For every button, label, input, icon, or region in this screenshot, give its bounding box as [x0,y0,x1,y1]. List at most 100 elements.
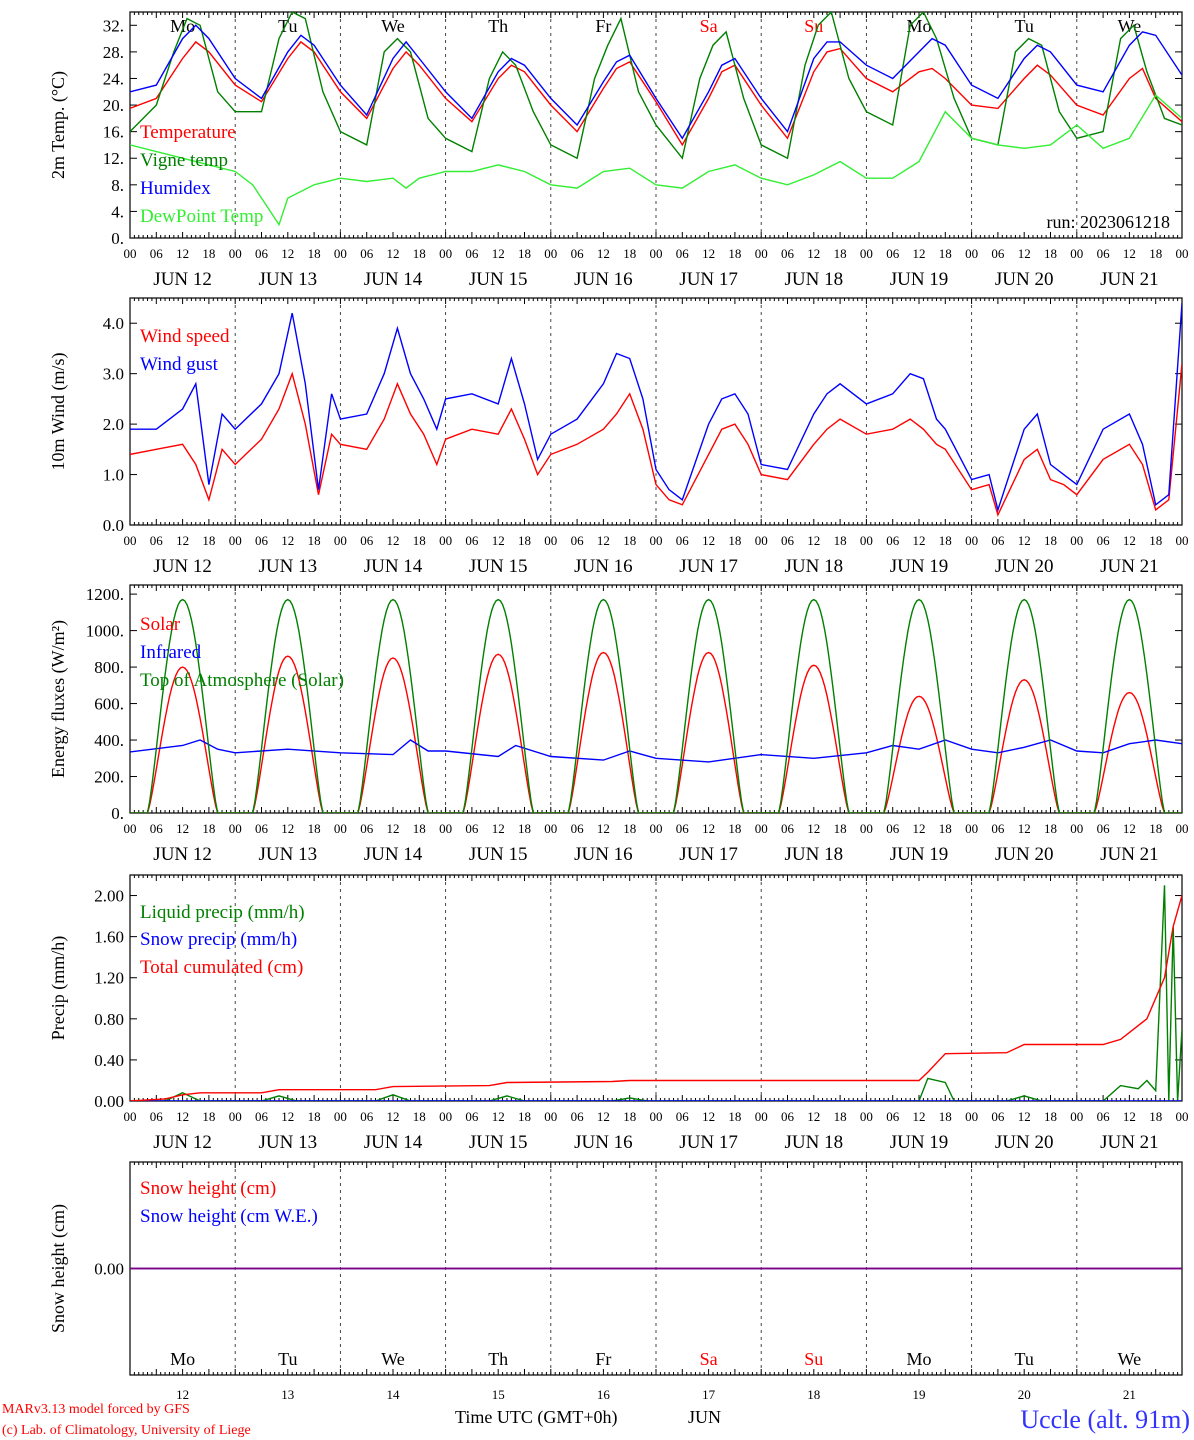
precip-hour-label: 12 [176,1109,189,1124]
energy-ytick-label: 0. [111,804,124,823]
temperature-legend-entry: DewPoint Temp [140,206,263,227]
precip-hour-label: 00 [1070,1109,1083,1124]
energy-hour-label: 12 [492,821,505,836]
temperature-hour-label: 18 [1149,246,1162,261]
weekday-label: Tu [1015,1349,1034,1369]
wind-hour-label: 06 [676,533,690,548]
temperature-hour-label: 06 [150,246,164,261]
wind-date-label: JUN 19 [890,556,949,577]
energy-legend-entry: Solar [140,614,181,635]
wind-hour-label: 06 [150,533,164,548]
temperature-hour-label: 00 [755,246,768,261]
wind-hour-label: 12 [597,533,610,548]
footer-credit-line: (c) Lab. of Climatology, University of L… [2,1423,251,1438]
temperature-hour-label: 06 [571,246,585,261]
energy-series-top-of-atmosphere-solar- [130,598,1182,813]
energy-hour-label: 12 [597,821,610,836]
energy-hour-label: 00 [124,821,137,836]
precip-date-label: JUN 15 [469,1132,528,1153]
precip-hour-label: 00 [650,1109,663,1124]
temperature-hour-label: 18 [413,246,426,261]
temperature-hour-label: 06 [676,246,690,261]
wind-hour-label: 00 [544,533,557,548]
precip-hour-label: 18 [518,1109,531,1124]
energy-ytick-label: 1000. [86,622,124,641]
energy-hour-label: 18 [518,821,531,836]
temperature-hour-label: 06 [1097,246,1111,261]
snow-legend-entry: Snow height (cm W.E.) [140,1206,318,1227]
energy-ylabel: Energy fluxes (W/m²) [48,620,69,778]
energy-ytick-label: 200. [94,768,124,787]
precip-date-label: JUN 14 [364,1132,423,1153]
wind-hour-label: 06 [255,533,269,548]
precip-hour-label: 00 [124,1109,137,1124]
precip-hour-label: 12 [913,1109,926,1124]
precip-hour-label: 00 [860,1109,873,1124]
temperature-hour-label: 18 [939,246,952,261]
energy-hour-label: 06 [150,821,164,836]
energy-hour-label: 18 [939,821,952,836]
wind-date-label: JUN 20 [995,556,1054,577]
temperature-hour-label: 12 [176,246,189,261]
precip-hour-label: 18 [728,1109,741,1124]
precip-hour-label: 12 [1018,1109,1031,1124]
wind-hour-label: 06 [571,533,585,548]
panel-wind: 0.0 1.0 2.0 3.0 4.0 10m Wind (m/s) 00 06 12 18 00 0… [48,297,1189,577]
wind-hour-label: 18 [1044,533,1057,548]
precip-hour-label: 18 [1044,1109,1057,1124]
wind-series-wind-speed [130,363,1182,517]
energy-hour-label: 12 [1018,821,1031,836]
energy-hour-label: 00 [860,821,873,836]
temperature-legend-entry: Vigne temp [140,150,228,171]
day-number-label: 19 [913,1387,926,1402]
footer-xlabel: Time UTC (GMT+0h) [455,1407,618,1428]
precip-date-label: JUN 12 [153,1132,212,1153]
temperature-hour-label: 12 [913,246,926,261]
precip-hour-label: 06 [255,1109,269,1124]
temperature-date-label: JUN 18 [785,269,844,290]
energy-date-label: JUN 18 [785,844,844,865]
precip-hour-label: 06 [886,1109,900,1124]
energy-hour-label: 06 [676,821,690,836]
temperature-legend-entry: Temperature [140,122,236,143]
temperature-date-label: JUN 14 [364,269,423,290]
precip-series-total-cumulated-cm- [130,895,1182,1101]
temperature-hour-label: 12 [281,246,294,261]
weekday-label: We [381,16,405,36]
precip-hour-label: 18 [202,1109,215,1124]
temperature-hour-label: 06 [465,246,479,261]
temperature-hour-label: 18 [308,246,321,261]
wind-date-label: JUN 21 [1100,556,1159,577]
precip-legend-entry: Liquid precip (mm/h) [140,902,305,923]
temperature-hour-label: 18 [1044,246,1057,261]
temperature-ytick-label: 32. [103,16,124,35]
weekday-label: Th [488,16,508,36]
temperature-hour-label: 18 [728,246,741,261]
wind-hour-label: 00 [334,533,347,548]
day-number-label: 17 [702,1387,716,1402]
wind-hour-label: 12 [913,533,926,548]
precip-date-label: JUN 18 [785,1132,844,1153]
snow-ylabel: Snow height (cm) [48,1204,69,1333]
energy-date-label: JUN 15 [469,844,528,865]
temperature-series-dewpoint-temp [130,94,1182,227]
wind-hour-label: 12 [176,533,189,548]
wind-hour-label: 06 [886,533,900,548]
precip-hour-label: 06 [676,1109,690,1124]
temperature-date-label: JUN 17 [679,269,738,290]
day-number-label: 21 [1123,1387,1136,1402]
energy-hour-label: 12 [702,821,715,836]
temperature-hour-label: 00 [544,246,557,261]
energy-hour-label: 18 [623,821,636,836]
panel-temperature: 0. 4. 8. 12. 16. 20. 24. 28. 32. 2m Temp. (°C) 00 0… [48,11,1189,290]
precip-hour-label: 06 [360,1109,374,1124]
wind-hour-label: 18 [728,533,741,548]
temperature-ytick-label: 20. [103,96,124,115]
precip-hour-label: 00 [755,1109,768,1124]
precip-date-label: JUN 19 [890,1132,949,1153]
weekday-label: We [381,1349,405,1369]
wind-hour-label: 12 [807,533,820,548]
precip-hour-label: 18 [623,1109,636,1124]
day-number-label: 20 [1018,1387,1031,1402]
energy-hour-label: 00 [1070,821,1083,836]
